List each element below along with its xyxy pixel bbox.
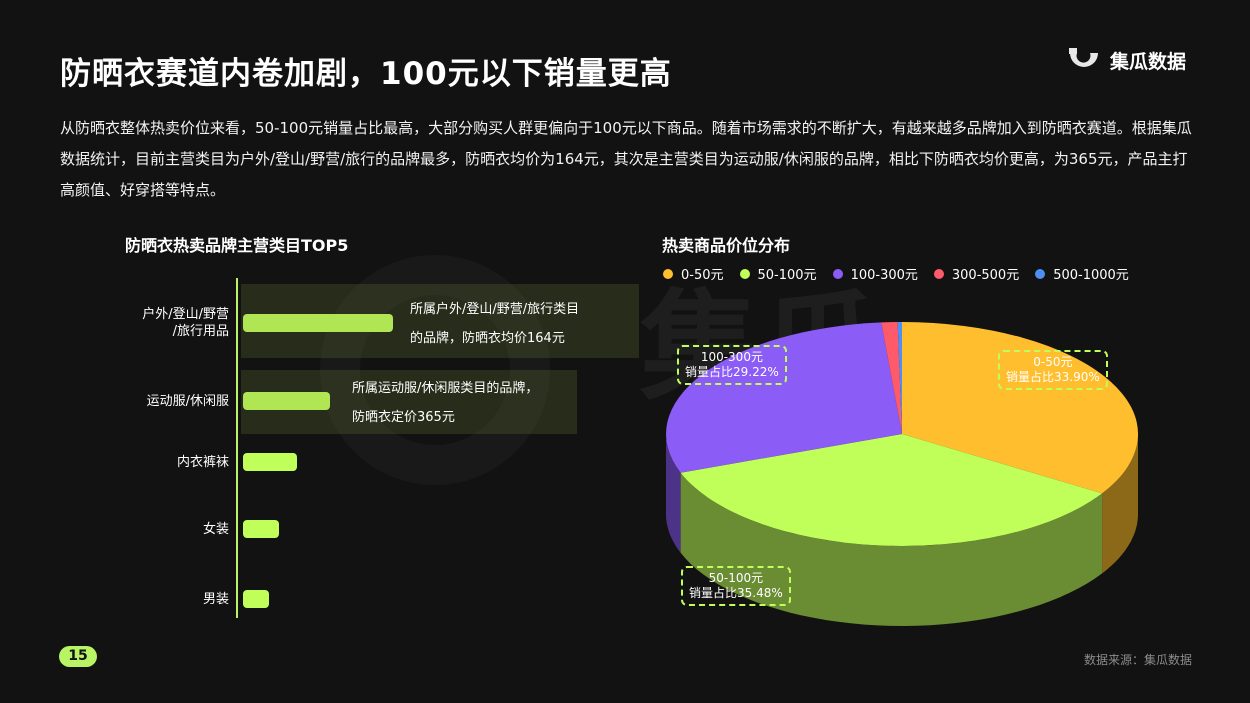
pie-slice-side [666, 434, 681, 553]
pie-label-0-50: 0-50元 销量占比33.90% [998, 350, 1108, 390]
annotation-outdoor-line2: 的品牌，防晒衣均价164元 [410, 331, 565, 346]
legend-swatch [832, 268, 843, 279]
page-number: 15 [59, 646, 97, 667]
bar [243, 520, 279, 538]
brand-logo: 集瓜数据 [1066, 45, 1186, 75]
annotation-sports-line1: 所属运动服/休闲服类目的品牌， [352, 381, 539, 396]
bar [243, 392, 330, 410]
page-title: 防晒衣赛道内卷加剧，100元以下销量更高 [60, 56, 672, 92]
legend-item: 0-50元 [663, 264, 724, 283]
annotation-outdoor-line1: 所属户外/登山/野营/旅行类目 [410, 302, 580, 317]
logo-icon [1069, 48, 1098, 67]
legend-label: 500-1000元 [1053, 268, 1129, 283]
bar [243, 590, 269, 608]
bar-axis-line [236, 278, 238, 618]
intro-paragraph: 从防晒衣整体热卖价位来看，50-100元销量占比最高，大部分购买人群更偏向于10… [60, 119, 1192, 199]
logo-text: 集瓜数据 [1110, 50, 1187, 73]
legend-label: 0-50元 [681, 268, 724, 283]
bar [243, 314, 393, 332]
pie-label-0-50-share: 销量占比33.90% [1006, 370, 1100, 384]
pie-slice [897, 321, 902, 434]
annotation-sports-line2: 防晒衣定价365元 [352, 410, 455, 425]
pie-chart [666, 321, 1139, 626]
legend-label: 300-500元 [951, 268, 1020, 283]
legend-item: 300-500元 [933, 264, 1020, 283]
pie-slice [881, 322, 902, 434]
pie-slice [666, 322, 902, 473]
bar-category-label: 户外/登山/野营 /旅行用品 [142, 307, 229, 339]
bar-category-label: 内衣裤袜 [176, 454, 229, 470]
pie-label-0-50-range: 0-50元 [1033, 355, 1073, 369]
legend-item: 500-1000元 [1035, 264, 1129, 283]
pie-label-100-300-share: 销量占比29.22% [685, 365, 779, 379]
bar-chart-title: 防晒衣热卖品牌主营类目TOP5 [125, 236, 349, 255]
pie-label-100-300-range: 100-300元 [700, 350, 763, 364]
bar-category-label: 女装 [202, 521, 229, 537]
legend-swatch [1035, 268, 1046, 279]
legend-label: 50-100元 [757, 268, 817, 283]
annotation-outdoor: 所属户外/登山/野营/旅行类目 的品牌，防晒衣均价164元 [241, 284, 639, 358]
pie-label-100-300: 100-300元 销量占比29.22% [677, 345, 787, 385]
annotation-sports: 所属运动服/休闲服类目的品牌， 防晒衣定价365元 [241, 370, 577, 434]
bar [243, 453, 297, 471]
pie-legend: 0-50元 50-100元 100-300元 300-500元 500-1000元 [663, 264, 1145, 283]
legend-swatch [933, 268, 944, 279]
pie-slice [902, 322, 1139, 494]
pie-label-50-100-range: 50-100元 [708, 571, 764, 585]
legend-swatch [663, 268, 673, 279]
legend-label: 100-300元 [850, 268, 918, 283]
data-source: 数据来源：集瓜数据 [1084, 653, 1193, 667]
bar-category-label: 运动服/休闲服 [146, 393, 229, 409]
pie-label-50-100: 50-100元 销量占比35.48% [681, 566, 791, 606]
bar-category-label: 男装 [202, 591, 229, 607]
legend-item: 50-100元 [739, 264, 817, 283]
pie-chart-title: 热卖商品价位分布 [662, 236, 791, 255]
legend-item: 100-300元 [832, 264, 918, 283]
pie-slice-side [680, 472, 1103, 626]
legend-swatch [739, 268, 750, 279]
pie-label-50-100-share: 销量占比35.48% [689, 586, 783, 600]
pie-slice [680, 434, 1103, 546]
pie-slice-side [1102, 434, 1138, 574]
